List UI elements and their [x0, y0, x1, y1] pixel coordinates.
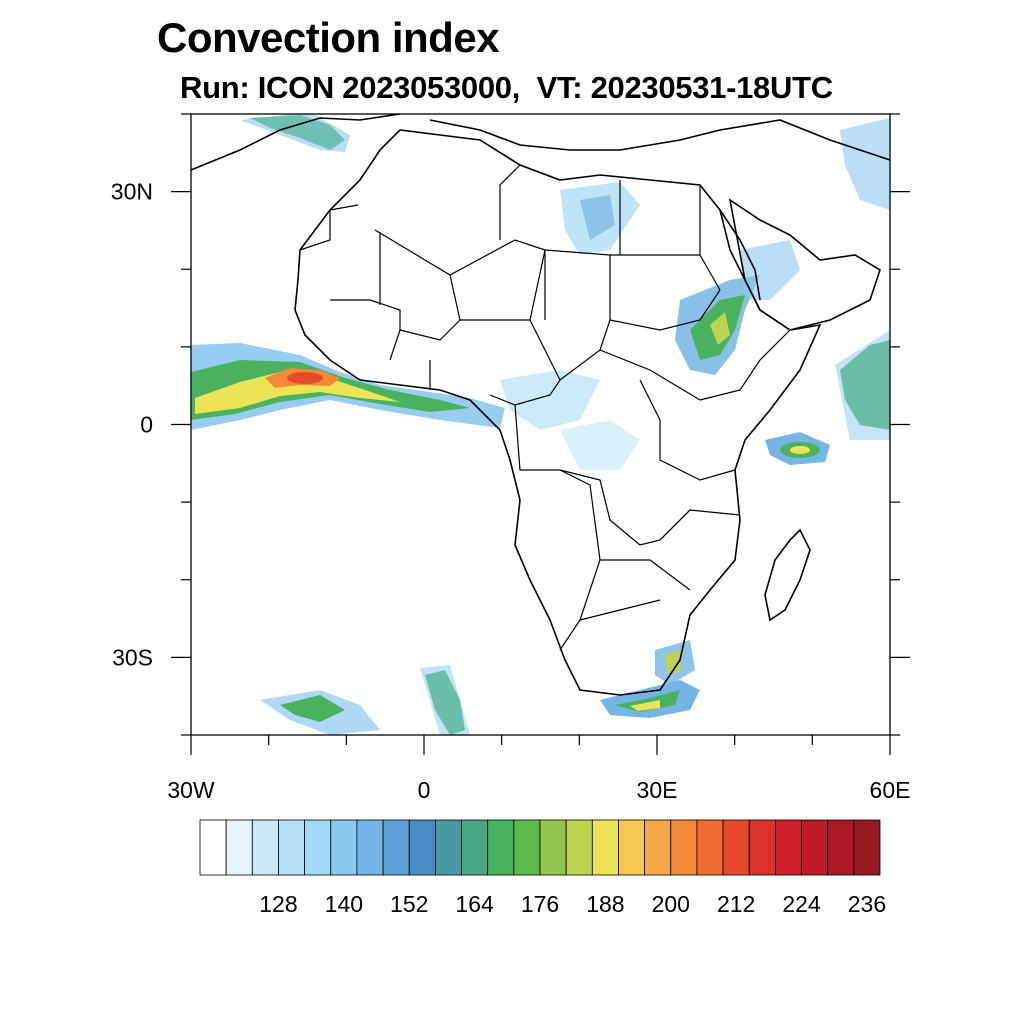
- convection-band-west-africa-high: [195, 372, 400, 414]
- colorbar-swatch: [827, 819, 855, 876]
- lat-tick-label: 0: [140, 412, 153, 438]
- colorbar-swatch: [408, 819, 436, 876]
- colorbar-label: 212: [717, 891, 755, 917]
- colorbar-swatch: [618, 819, 646, 876]
- map-axes: 30N 0 30S 30W 0 30E 60E: [111, 113, 911, 803]
- lat-tick-label: 30N: [111, 179, 153, 205]
- colorbar-swatch: [199, 819, 227, 876]
- colorbar-swatch: [801, 819, 829, 876]
- europe-coastline: [191, 114, 890, 171]
- colorbar-swatch: [225, 819, 253, 876]
- colorbar-swatch: [487, 819, 515, 876]
- colorbar-swatch: [696, 819, 724, 876]
- colorbar-label: 236: [848, 891, 886, 917]
- colorbar-label: 140: [325, 891, 363, 917]
- country-borders: [299, 164, 791, 651]
- colorbar-swatch: [330, 819, 358, 876]
- map-subtitle: Run: ICON 2023053000, VT: 20230531-18UTC: [180, 70, 833, 105]
- red-sea-coast: [719, 209, 761, 301]
- colorbar-swatch: [774, 819, 802, 876]
- colorbar-label: 152: [390, 891, 428, 917]
- lon-tick-label: 30W: [167, 777, 215, 803]
- colorbar: 128 140 152 164 176 188 200 212 224 236: [199, 819, 886, 917]
- lon-tick-label: 0: [418, 777, 431, 803]
- colorbar-swatch: [278, 819, 306, 876]
- colorbar-swatch: [670, 819, 698, 876]
- colorbar-swatch: [591, 819, 619, 876]
- colorbar-label: 128: [259, 891, 297, 917]
- colorbar-swatch: [434, 819, 462, 876]
- madagascar-coastline: [764, 528, 811, 622]
- lat-tick-label: 30S: [112, 644, 153, 670]
- colorbar-swatch: [356, 819, 384, 876]
- colorbar-label: 176: [521, 891, 559, 917]
- colorbar-swatch: [565, 819, 593, 876]
- colorbar-swatch: [513, 819, 541, 876]
- convection-core-red: [287, 372, 323, 384]
- lon-tick-label: 30E: [637, 777, 678, 803]
- colorbar-swatch: [251, 819, 279, 876]
- colorbar-swatch: [382, 819, 410, 876]
- convection-field: [191, 114, 890, 735]
- colorbar-label: 164: [455, 891, 494, 917]
- africa-coastline: [294, 129, 822, 696]
- arabia-coastline: [728, 198, 881, 331]
- map-title: Convection index: [157, 14, 500, 61]
- colorbar-swatch: [853, 819, 881, 876]
- colorbar-swatch: [304, 819, 332, 876]
- colorbar-label: 188: [586, 891, 624, 917]
- coastlines: [191, 114, 890, 696]
- colorbar-swatch: [539, 819, 567, 876]
- colorbar-label: 224: [782, 891, 821, 917]
- colorbar-swatch: [722, 819, 750, 876]
- colorbar-swatch: [748, 819, 776, 876]
- lon-tick-label: 60E: [870, 777, 911, 803]
- colorbar-label: 200: [652, 891, 690, 917]
- colorbar-swatch: [644, 819, 672, 876]
- colorbar-swatch: [461, 819, 489, 876]
